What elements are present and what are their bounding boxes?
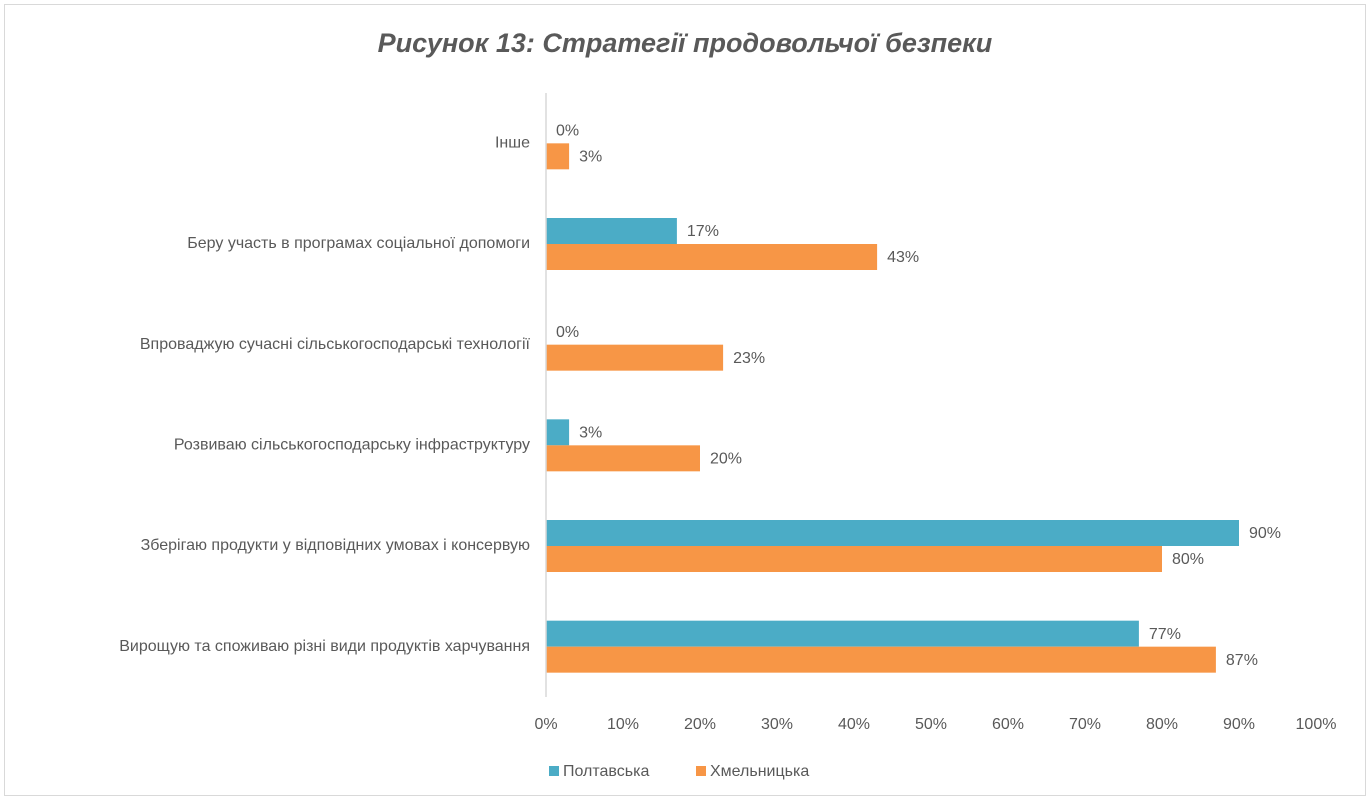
bar (546, 218, 677, 244)
y-tick-label: Вирощую та споживаю різні види продуктів… (119, 638, 530, 655)
bar (546, 620, 1139, 647)
data-label: 77% (1149, 626, 1181, 643)
x-tick-label: 0% (534, 716, 557, 733)
bar (546, 646, 1216, 673)
x-tick-label: 50% (915, 716, 947, 733)
data-label: 0% (556, 123, 579, 140)
x-tick-label: 40% (838, 716, 870, 733)
x-tick-label: 30% (761, 716, 793, 733)
data-label: 23% (733, 350, 765, 367)
data-label: 17% (687, 223, 719, 240)
x-tick-label: 80% (1146, 716, 1178, 733)
bar (546, 520, 1239, 546)
x-tick-label: 60% (992, 716, 1024, 733)
x-tick-label: 90% (1223, 716, 1255, 733)
x-tick-label: 70% (1069, 716, 1101, 733)
bar (546, 244, 878, 270)
x-tick-label: 100% (1296, 716, 1337, 733)
legend-marker (549, 766, 559, 776)
y-tick-label: Розвиваю сільськогосподарську інфраструк… (174, 437, 530, 454)
legend-label: Полтавська (563, 763, 649, 780)
chart-title: Рисунок 13: Стратегії продовольчої безпе… (378, 28, 993, 58)
data-label: 3% (579, 149, 602, 166)
y-tick-label: Інше (495, 135, 530, 152)
data-label: 90% (1249, 525, 1281, 542)
bar (546, 445, 700, 472)
data-label: 87% (1226, 652, 1258, 669)
data-label: 43% (887, 249, 919, 266)
legend-label: Хмельницька (710, 763, 809, 780)
legend-marker (696, 766, 706, 776)
chart-border (4, 4, 1366, 796)
data-label: 80% (1172, 551, 1204, 568)
bar (546, 344, 724, 371)
data-label: 0% (556, 324, 579, 341)
bar (546, 143, 570, 170)
y-tick-label: Зберігаю продукти у відповідних умовах і… (141, 537, 530, 554)
y-tick-label: Впроваджую сучасні сільськогосподарські … (140, 336, 531, 353)
bar (546, 546, 1162, 572)
bar (546, 419, 570, 446)
data-label: 3% (579, 425, 602, 442)
y-tick-label: Беру участь в програмах соціальної допом… (187, 235, 530, 252)
data-label: 20% (710, 451, 742, 468)
x-tick-label: 20% (684, 716, 716, 733)
x-tick-label: 10% (607, 716, 639, 733)
